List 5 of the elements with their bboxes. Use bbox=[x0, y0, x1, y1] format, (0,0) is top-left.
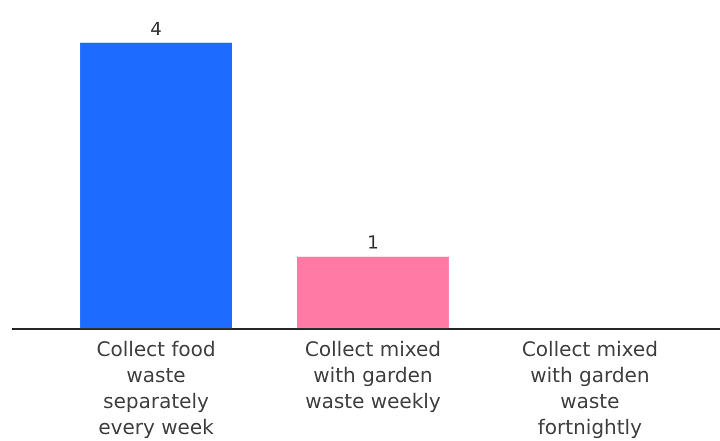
data-label: 1 bbox=[367, 232, 379, 254]
x-tick-label: Collect mixed with garden waste fortnightly bbox=[522, 337, 658, 439]
data-label: 4 bbox=[150, 18, 162, 40]
x-tick-label: Collect food waste separately every week bbox=[96, 337, 216, 439]
x-tick-label: Collect mixed with garden waste weekly bbox=[304, 337, 441, 413]
